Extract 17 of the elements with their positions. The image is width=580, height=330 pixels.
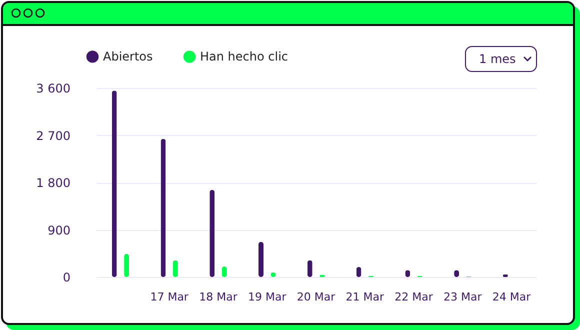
y-tick-label: 0 xyxy=(62,270,70,284)
x-tick-label: 21 Mar xyxy=(346,290,384,304)
y-tick-label: 2 700 xyxy=(36,128,70,143)
x-tick-label: 22 Mar xyxy=(394,290,434,304)
y-tick-label: 3 600 xyxy=(36,82,70,96)
x-tick-label: 24 Mar xyxy=(492,290,532,304)
x-tick-label: 20 Mar xyxy=(296,290,336,304)
x-tick-label: 17 Mar xyxy=(150,290,189,304)
x-tick-label: 18 Mar xyxy=(199,290,238,304)
dropdown: 1 mes xyxy=(465,46,537,72)
x-tick-label: 19 Mar xyxy=(248,290,287,304)
legend-label: Han hecho clic xyxy=(200,50,288,64)
y-tick-label: 900 xyxy=(48,223,70,238)
x-tick-label: 23 Mar xyxy=(444,290,482,304)
y-tick-label: 1 800 xyxy=(36,176,70,190)
legend-label: Abiertos xyxy=(103,50,153,64)
bar xyxy=(258,242,264,277)
